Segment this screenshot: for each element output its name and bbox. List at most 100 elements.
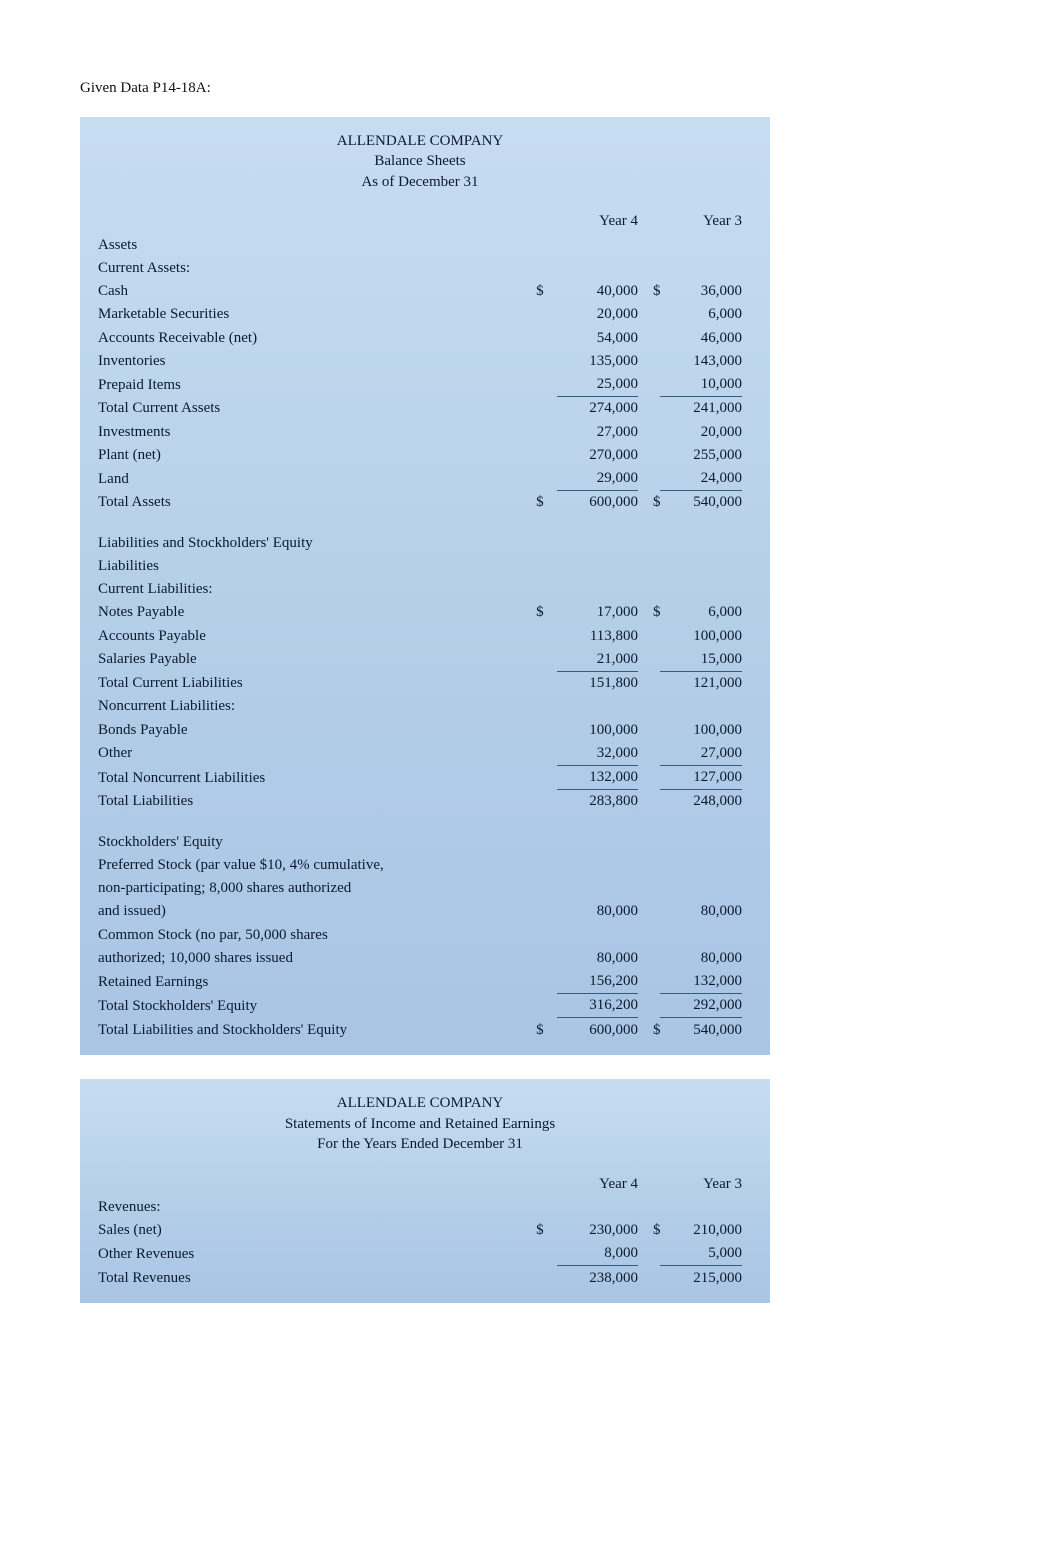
is-title: Statements of Income and Retained Earnin…	[98, 1114, 742, 1134]
total-liabilities-label: Total Liabilities	[98, 789, 536, 813]
row-amt-y4: 156,200	[557, 970, 639, 994]
page-caption: Given Data P14-18A:	[80, 80, 1002, 97]
row-amt-y3: 6,000	[660, 601, 742, 624]
row-amt-y4: 274,000	[557, 396, 639, 420]
row-amt-y3: 20,000	[660, 420, 742, 443]
row-amt-y3: 215,000	[660, 1266, 742, 1290]
total-current-assets-label: Total Current Assets	[98, 396, 536, 420]
row-amt-y4: 238,000	[557, 1266, 639, 1290]
row-amt-y4: 600,000	[557, 1018, 639, 1042]
balance-sheet-table: Year 4 Year 3 Assets Current Assets: Cas…	[98, 210, 742, 1042]
row-amt-y3: 80,000	[660, 900, 742, 923]
row-amt-y3: 210,000	[660, 1219, 742, 1242]
row-amt-y4: 54,000	[557, 326, 639, 349]
row-amt-y4: 270,000	[557, 443, 639, 466]
row-amt-y4: 283,800	[557, 789, 639, 813]
retained-earnings-label: Retained Earnings	[98, 970, 536, 994]
row-amt-y4: 132,000	[557, 765, 639, 789]
row-amt-y3: 27,000	[660, 741, 742, 765]
row-label: Sales (net)	[98, 1219, 536, 1242]
currency-symbol: $	[638, 280, 660, 303]
row-amt-y4: 17,000	[557, 601, 639, 624]
row-amt-y3: 100,000	[660, 718, 742, 741]
row-amt-y4: 40,000	[557, 280, 639, 303]
row-label: Accounts Receivable (net)	[98, 326, 536, 349]
currency-symbol: $	[638, 1219, 660, 1242]
row-amt-y3: 143,000	[660, 349, 742, 372]
total-revenues-label: Total Revenues	[98, 1266, 536, 1290]
row-amt-y4: 80,000	[557, 900, 639, 923]
row-amt-y3: 100,000	[660, 624, 742, 647]
row-label: Plant (net)	[98, 443, 536, 466]
preferred-stock-line2: non-participating; 8,000 shares authoriz…	[98, 877, 536, 900]
row-label: Other	[98, 741, 536, 765]
common-stock-line1: Common Stock (no par, 50,000 shares	[98, 923, 536, 946]
row-amt-y4: 32,000	[557, 741, 639, 765]
row-label: Investments	[98, 420, 536, 443]
row-label: Accounts Payable	[98, 624, 536, 647]
lse-header: Liabilities and Stockholders' Equity	[98, 531, 536, 554]
common-stock-line2: authorized; 10,000 shares issued	[98, 946, 536, 969]
income-statement-block: ALLENDALE COMPANY Statements of Income a…	[80, 1079, 770, 1303]
row-amt-y3: 10,000	[660, 373, 742, 397]
income-statement-table: Year 4 Year 3 Revenues: Sales (net) $ 23…	[98, 1172, 742, 1289]
total-lse-label: Total Liabilities and Stockholders' Equi…	[98, 1018, 536, 1042]
currency-symbol: $	[638, 601, 660, 624]
row-amt-y3: 5,000	[660, 1242, 742, 1266]
current-liabilities-header: Current Liabilities:	[98, 578, 536, 601]
row-amt-y4: 25,000	[557, 373, 639, 397]
row-amt-y3: 292,000	[660, 993, 742, 1017]
col-year3: Year 3	[660, 1172, 742, 1195]
bs-company: ALLENDALE COMPANY	[98, 131, 742, 151]
row-amt-y3: 15,000	[660, 647, 742, 671]
currency-symbol: $	[536, 1018, 556, 1042]
row-label: Prepaid Items	[98, 373, 536, 397]
noncurrent-liabilities-header: Noncurrent Liabilities:	[98, 695, 536, 718]
row-amt-y4: 29,000	[557, 467, 639, 491]
row-amt-y3: 24,000	[660, 467, 742, 491]
row-amt-y3: 36,000	[660, 280, 742, 303]
row-label: Bonds Payable	[98, 718, 536, 741]
liabilities-header: Liabilities	[98, 554, 536, 577]
row-amt-y4: 21,000	[557, 647, 639, 671]
row-amt-y4: 135,000	[557, 349, 639, 372]
total-stockholders-equity-label: Total Stockholders' Equity	[98, 993, 536, 1017]
row-amt-y3: 46,000	[660, 326, 742, 349]
total-assets-label: Total Assets	[98, 490, 536, 514]
preferred-stock-line3: and issued)	[98, 900, 536, 923]
row-label: Notes Payable	[98, 601, 536, 624]
row-amt-y4: 230,000	[557, 1219, 639, 1242]
currency-symbol: $	[536, 601, 556, 624]
currency-symbol: $	[536, 1219, 556, 1242]
row-amt-y4: 100,000	[557, 718, 639, 741]
row-amt-y4: 20,000	[557, 303, 639, 326]
bs-title: Balance Sheets	[98, 151, 742, 171]
col-year4: Year 4	[557, 210, 639, 233]
row-amt-y4: 27,000	[557, 420, 639, 443]
stockholders-equity-header: Stockholders' Equity	[98, 830, 536, 853]
assets-header: Assets	[98, 233, 536, 256]
currency-symbol: $	[638, 490, 660, 514]
row-label: Cash	[98, 280, 536, 303]
row-amt-y3: 540,000	[660, 490, 742, 514]
col-year3: Year 3	[660, 210, 742, 233]
balance-sheet-block: ALLENDALE COMPANY Balance Sheets As of D…	[80, 117, 770, 1055]
row-label: Inventories	[98, 349, 536, 372]
currency-symbol: $	[638, 1018, 660, 1042]
current-assets-header: Current Assets:	[98, 256, 536, 279]
currency-symbol: $	[536, 490, 556, 514]
row-label: Marketable Securities	[98, 303, 536, 326]
row-amt-y4: 600,000	[557, 490, 639, 514]
bs-date: As of December 31	[98, 172, 742, 192]
row-label: Land	[98, 467, 536, 491]
revenues-header: Revenues:	[98, 1195, 536, 1218]
row-amt-y3: 121,000	[660, 671, 742, 695]
total-noncurrent-liabilities-label: Total Noncurrent Liabilities	[98, 765, 536, 789]
currency-symbol: $	[536, 280, 556, 303]
row-amt-y3: 540,000	[660, 1018, 742, 1042]
row-amt-y4: 113,800	[557, 624, 639, 647]
row-amt-y3: 255,000	[660, 443, 742, 466]
is-company: ALLENDALE COMPANY	[98, 1093, 742, 1113]
row-amt-y3: 6,000	[660, 303, 742, 326]
row-label: Other Revenues	[98, 1242, 536, 1266]
